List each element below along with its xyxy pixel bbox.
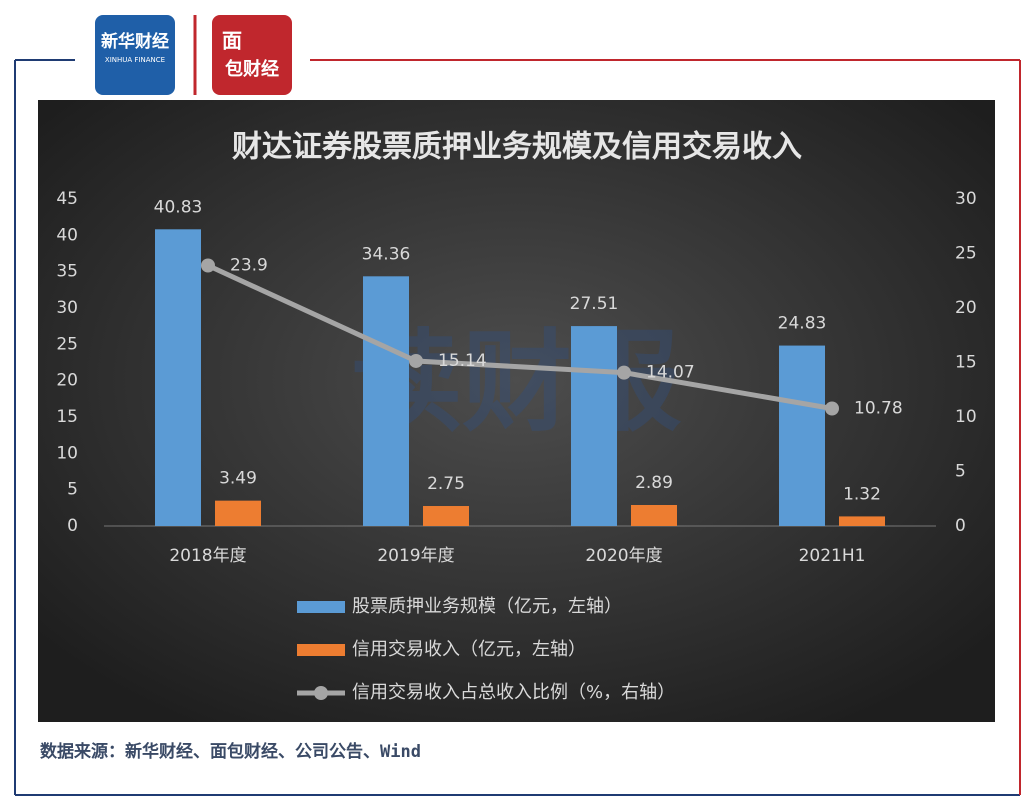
logo-text: 包财经 (225, 58, 279, 80)
y-tick-label: 35 (56, 262, 78, 282)
x-tick-label: 2021H1 (799, 546, 866, 566)
bar (839, 516, 885, 526)
legend-label: 信用交易收入占总收入比例（%，右轴） (352, 682, 675, 703)
y2-tick-label: 15 (955, 353, 977, 373)
y-tick-label: 20 (56, 371, 78, 391)
data-label: 24.83 (778, 314, 827, 334)
x-tick-label: 2020年度 (585, 546, 662, 566)
y-tick-label: 40 (56, 225, 78, 245)
data-label: 27.51 (570, 294, 619, 314)
logo-mianbao: 面 包财经 (212, 15, 292, 95)
line-series (206, 263, 833, 411)
y-tick-label: 30 (56, 298, 78, 318)
frame (14, 15, 1021, 796)
logo-text: XINHUA FINANCE (105, 56, 165, 64)
bar (155, 229, 201, 526)
legend-marker (297, 644, 345, 656)
logo-xinhua: 新华财经 XINHUA FINANCE (95, 15, 175, 95)
data-label: 1.32 (843, 484, 881, 504)
legend-label: 信用交易收入（亿元，左轴） (352, 639, 586, 660)
x-tick-label: 2018年度 (169, 546, 246, 566)
bar (363, 276, 409, 526)
line-marker (201, 258, 215, 273)
y2-tick-label: 30 (955, 189, 977, 209)
data-label: 10.78 (854, 398, 903, 418)
y2-tick-label: 0 (955, 516, 966, 536)
logo-text: 新华财经 (101, 31, 169, 52)
y-tick-label: 25 (56, 334, 78, 354)
y2-tick-label: 25 (955, 244, 977, 264)
legend-marker (314, 686, 328, 700)
y2-tick-label: 10 (955, 407, 977, 427)
x-tick-label: 2019年度 (377, 546, 454, 566)
data-label: 40.83 (154, 197, 203, 217)
y-tick-label: 15 (56, 407, 78, 427)
y2-tick-label: 5 (955, 462, 966, 482)
y-tick-label: 5 (67, 480, 78, 500)
y-tick-label: 10 (56, 443, 78, 463)
data-label: 34.36 (362, 244, 411, 264)
bar (215, 500, 261, 526)
bar (779, 345, 825, 526)
legend-label: 股票质押业务规模（亿元，左轴） (352, 596, 622, 617)
line-marker (825, 401, 839, 416)
data-label: 23.9 (230, 255, 268, 275)
legend-marker (297, 601, 345, 613)
line-marker (409, 353, 423, 368)
y-tick-label: 45 (56, 189, 78, 209)
y-tick-label: 0 (67, 516, 78, 536)
source-note: 数据来源：新华财经、面包财经、公司公告、Wind (40, 741, 421, 762)
bar (631, 504, 677, 526)
data-label: 3.49 (219, 469, 257, 489)
data-label: 2.75 (427, 474, 465, 494)
chart-title: 财达证券股票质押业务规模及信用交易收入 (232, 130, 802, 165)
bar (571, 326, 617, 526)
data-label: 15.14 (438, 351, 487, 371)
data-label: 2.89 (635, 473, 673, 493)
plot: 0 5 10 15 20 25 30 35 40 45 0 5 10 15 20 25 30 2018年度 2019… (56, 189, 976, 703)
data-label: 14.07 (646, 363, 695, 383)
logo-text: 面 (222, 29, 242, 53)
line-marker (617, 365, 631, 380)
bar (423, 506, 469, 526)
y2-tick-label: 20 (955, 298, 977, 318)
